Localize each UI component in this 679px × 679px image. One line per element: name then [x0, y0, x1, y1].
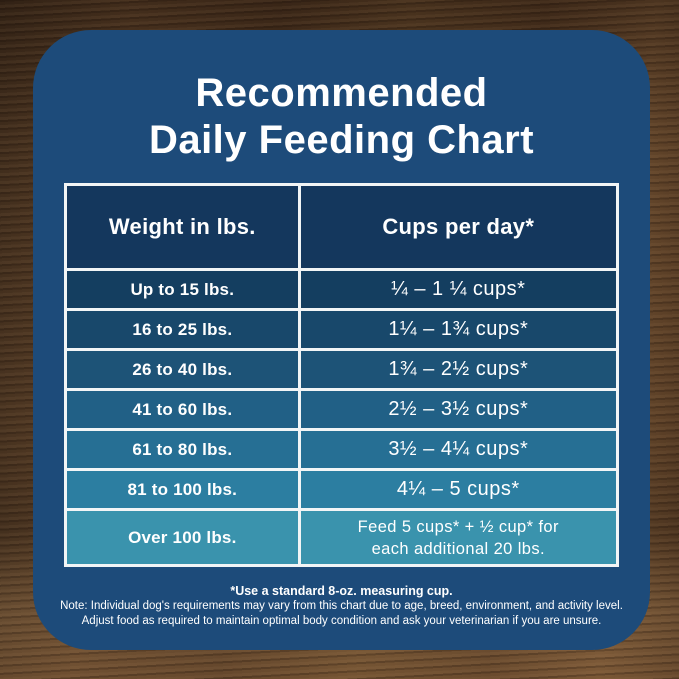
footnote-note-line-1: Note: Individual dog's requirements may …	[60, 600, 623, 612]
table-row: 16 to 25 lbs. 1¼ – 1¾ cups*	[67, 311, 616, 348]
header-cups-cell: Cups per day*	[300, 186, 616, 268]
cups-cell: 1¾ – 2½ cups*	[300, 351, 616, 388]
cups-cell-line-2: each additional 20 lbs.	[371, 539, 545, 558]
cups-cell: 3½ – 4¼ cups*	[300, 431, 616, 468]
cups-cell: 2½ – 3½ cups*	[300, 391, 616, 428]
table-row: Up to 15 lbs. ¼ – 1 ¼ cups*	[67, 271, 616, 308]
cups-cell: ¼ – 1 ¼ cups*	[300, 271, 616, 308]
table-row: 26 to 40 lbs. 1¾ – 2½ cups*	[67, 351, 616, 388]
footnotes: *Use a standard 8-oz. measuring cup. Not…	[33, 584, 650, 628]
table-row: Over 100 lbs. Feed 5 cups* + ½ cup* for …	[67, 511, 616, 564]
chart-title-line-2: Daily Feeding Chart	[148, 118, 535, 162]
weight-cell: 16 to 25 lbs.	[67, 311, 298, 348]
weight-cell: Up to 15 lbs.	[67, 271, 298, 308]
table-row: 81 to 100 lbs. 4¼ – 5 cups*	[67, 471, 616, 508]
feeding-table: Weight in lbs. Cups per day* Up to 15 lb…	[64, 183, 619, 567]
weight-cell: 26 to 40 lbs.	[67, 351, 298, 388]
footnote-note-line-2: Adjust food as required to maintain opti…	[81, 614, 602, 627]
header-weight-cell: Weight in lbs.	[67, 186, 298, 268]
footnote-measuring-cup: *Use a standard 8-oz. measuring cup.	[230, 584, 453, 598]
cups-cell: 1¼ – 1¾ cups*	[300, 311, 616, 348]
table-header-row: Weight in lbs. Cups per day*	[67, 186, 616, 268]
chart-title-line-1: Recommended	[195, 71, 488, 115]
table-row: 61 to 80 lbs. 3½ – 4¼ cups*	[67, 431, 616, 468]
cups-cell: Feed 5 cups* + ½ cup* for each additiona…	[300, 511, 616, 564]
cups-cell: 4¼ – 5 cups*	[300, 471, 616, 508]
weight-cell: 61 to 80 lbs.	[67, 431, 298, 468]
chart-title: Recommended Daily Feeding Chart	[33, 30, 650, 164]
table-row: 41 to 60 lbs. 2½ – 3½ cups*	[67, 391, 616, 428]
weight-cell: 41 to 60 lbs.	[67, 391, 298, 428]
feeding-chart-panel: Recommended Daily Feeding Chart Weight i…	[33, 30, 650, 650]
weight-cell: Over 100 lbs.	[67, 511, 298, 564]
cups-cell-line-1: Feed 5 cups* + ½ cup* for	[357, 517, 559, 536]
weight-cell: 81 to 100 lbs.	[67, 471, 298, 508]
